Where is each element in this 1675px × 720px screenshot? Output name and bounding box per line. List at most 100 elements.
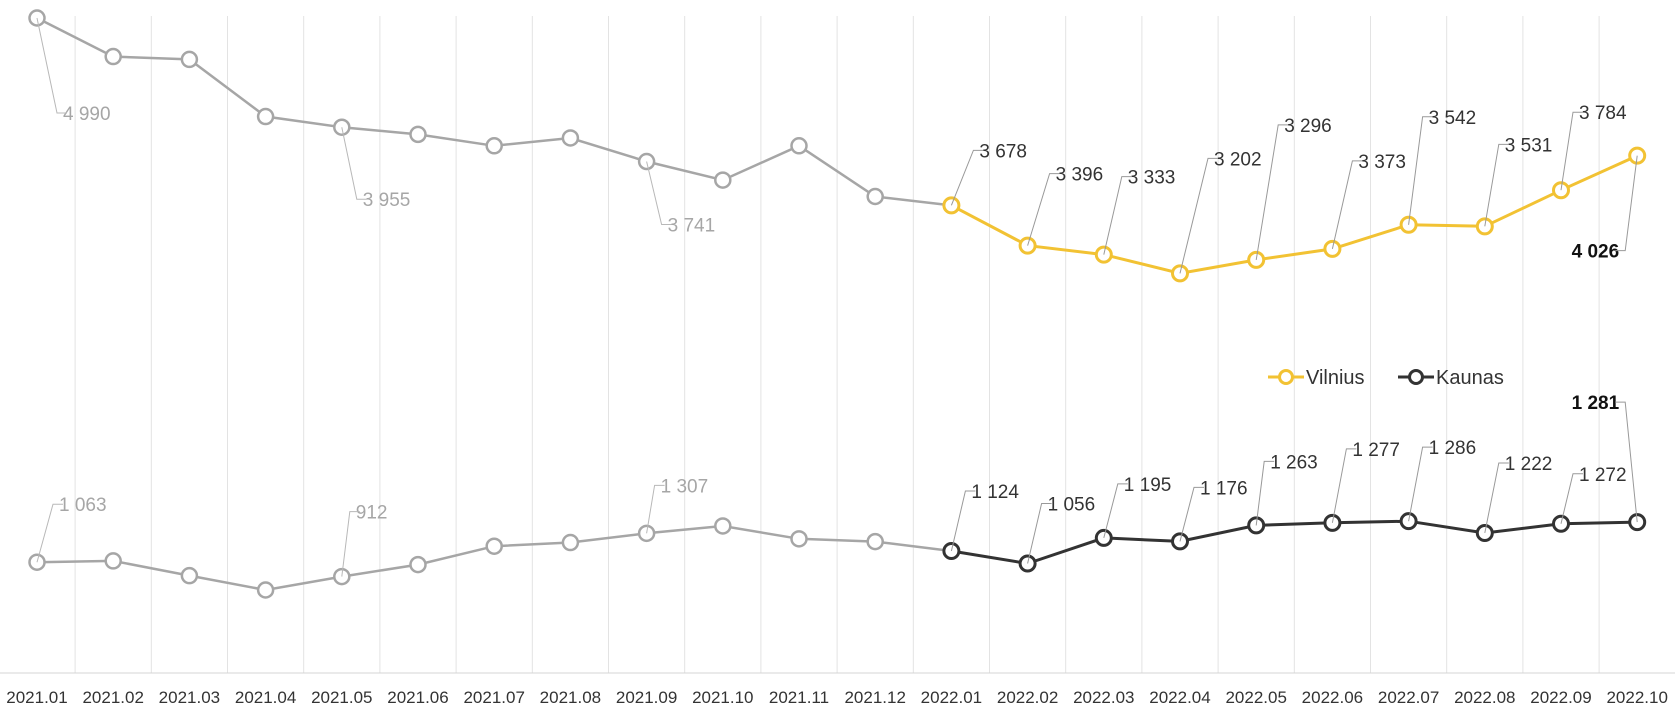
label-leader-line: [1103, 483, 1128, 539]
x-tick-label: 2022.07: [1378, 688, 1439, 707]
x-tick-label: 2021.02: [82, 688, 143, 707]
data-label: 3 531: [1505, 135, 1553, 156]
series-layer: [28, 9, 1647, 599]
x-tick-label: 2022.08: [1454, 688, 1515, 707]
data-point: [409, 555, 427, 574]
label-leader-line: [1408, 116, 1433, 225]
data-label: 3 741: [668, 216, 716, 237]
series-line-kaunas: [951, 519, 1638, 566]
data-label: 1 277: [1352, 440, 1400, 461]
label-leader-line: [1255, 124, 1289, 260]
x-tick-label: 2021.10: [692, 688, 753, 707]
label-leader-line: [1560, 473, 1583, 524]
legend-label: Kaunas: [1436, 367, 1504, 389]
x-tick-label: 2022.09: [1530, 688, 1591, 707]
data-label: 3 296: [1284, 116, 1332, 137]
data-label: 3 333: [1128, 168, 1176, 189]
data-point: [104, 552, 122, 570]
data-point: [256, 107, 275, 126]
label-leader-line: [1255, 460, 1275, 526]
data-point: [485, 537, 503, 555]
data-point: [561, 533, 580, 552]
data-point: [180, 566, 199, 585]
data-label: 3 784: [1579, 103, 1627, 124]
data-label: 3 542: [1429, 108, 1477, 129]
label-leader-line: [36, 17, 67, 114]
data-label: 1 286: [1429, 438, 1477, 459]
data-label: 1 307: [661, 476, 709, 497]
label-leader-line: [646, 161, 672, 226]
label-leader-line: [1615, 401, 1638, 523]
label-leader-line: [1179, 157, 1218, 274]
x-tick-label: 2022.01: [921, 688, 982, 707]
x-tick-label: 2021.06: [387, 688, 448, 707]
label-leader-line: [950, 490, 976, 552]
label-leader-line: [1615, 155, 1638, 252]
data-label: 4 026: [1572, 242, 1620, 263]
x-tick-label: 2021.03: [159, 688, 220, 707]
x-tick-label: 2022.10: [1606, 688, 1667, 707]
data-labels: 4 990 3 955 3 741 3 678 3 396 3 333 3 202 3 296…: [36, 17, 1638, 577]
label-leader-line: [950, 149, 984, 206]
data-label: 1 176: [1200, 478, 1248, 499]
x-tick-label: 2021.11: [769, 688, 829, 707]
data-label: 1 281: [1572, 393, 1620, 414]
data-point: [790, 530, 808, 548]
series-line-past-kaunas: [36, 524, 952, 592]
data-label: 1 195: [1124, 475, 1172, 496]
data-point: [485, 137, 503, 155]
x-tick-label: 2021.01: [6, 688, 67, 707]
x-tick-label: 2021.12: [844, 688, 905, 707]
grid-lines: [74, 16, 1600, 673]
data-point: [790, 137, 808, 155]
data-label: 1 063: [59, 495, 107, 516]
data-label: 1 263: [1270, 452, 1318, 473]
data-label: 912: [356, 503, 388, 524]
data-point: [104, 47, 122, 66]
label-leader-line: [1560, 111, 1583, 191]
x-tick-label: 2022.06: [1302, 688, 1363, 707]
label-leader-line: [1103, 176, 1132, 255]
series-line-vilnius: [950, 154, 1638, 275]
data-point: [866, 532, 884, 551]
legend-swatch-marker: [1278, 369, 1294, 385]
x-tick-label: 2022.05: [1225, 688, 1286, 707]
data-label: 1 222: [1505, 454, 1553, 475]
label-leader-line: [341, 511, 360, 577]
label-leader-line: [1484, 143, 1509, 227]
data-point: [256, 581, 275, 599]
data-label: 1 272: [1579, 465, 1627, 486]
legend: Vilnius Kaunas: [1268, 367, 1504, 389]
data-point: [180, 50, 199, 69]
data-label: 3 955: [363, 190, 411, 211]
data-label: 3 678: [979, 141, 1027, 162]
x-tick-label: 2021.08: [540, 688, 601, 707]
x-tick-label: 2021.04: [235, 688, 296, 707]
label-leader-line: [1331, 448, 1357, 523]
label-leader-line: [1027, 503, 1052, 564]
x-tick-label: 2021.09: [616, 688, 677, 707]
data-label: 4 990: [63, 104, 111, 125]
data-label: 3 373: [1358, 152, 1406, 173]
label-leader-line: [646, 484, 665, 534]
data-label: 3 396: [1056, 165, 1104, 186]
data-label: 3 202: [1214, 149, 1262, 170]
series-line-past-vilnius: [36, 16, 952, 207]
data-point: [714, 171, 732, 189]
data-point: [409, 125, 427, 144]
x-tick-label: 2021.07: [463, 688, 524, 707]
data-point: [714, 517, 732, 535]
x-axis: 2021.01 2021.02 2021.03 2021.04 2021.05 2021.…: [0, 672, 1675, 707]
x-tick-label: 2021.05: [311, 688, 372, 707]
label-leader-line: [36, 503, 63, 563]
data-point: [561, 129, 580, 147]
legend-swatch-marker: [1408, 369, 1424, 385]
data-label: 1 124: [971, 482, 1019, 503]
label-leader-line: [341, 127, 367, 200]
x-tick-label: 2022.03: [1073, 688, 1134, 707]
x-tick-label: 2022.02: [997, 688, 1058, 707]
data-label: 1 056: [1048, 495, 1096, 516]
label-leader-line: [1331, 160, 1363, 250]
data-point: [866, 187, 884, 206]
